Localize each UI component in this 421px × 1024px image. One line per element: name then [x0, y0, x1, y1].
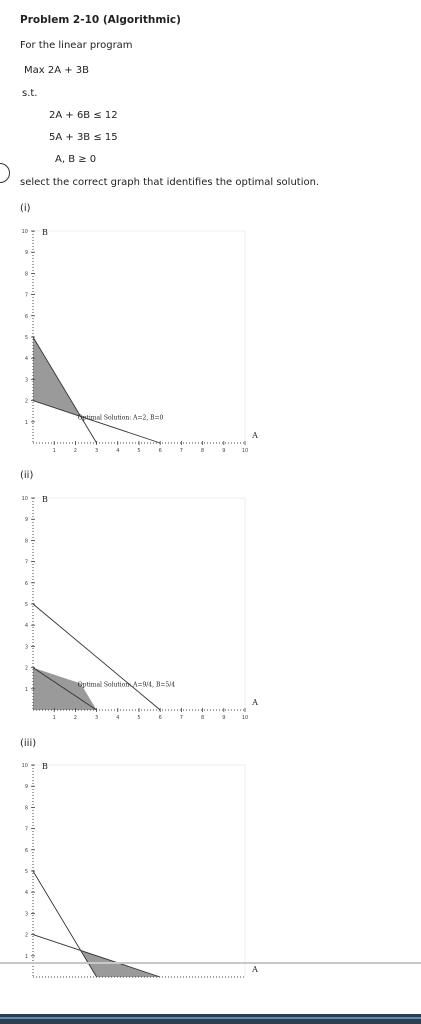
y-tick-label: 7 — [25, 293, 28, 299]
y-tick-label: 7 — [25, 827, 28, 833]
y-axis-label: B — [42, 495, 48, 504]
x-tick-label: 9 — [222, 448, 225, 454]
constraint-line-1 — [32, 336, 97, 444]
x-axis-label: A — [251, 431, 258, 440]
constraint-line-2 — [32, 667, 97, 711]
instruction-text: select the correct graph that identifies… — [20, 177, 320, 188]
graph-option-ii[interactable]: 1 2 3 4 5 6 7 8 9 10 1 2 3 4 5 6 7 8 9 10 B A Optimal Solution… — [0, 485, 260, 725]
y-tick-label: 10 — [22, 763, 28, 769]
x-tick-label: 3 — [95, 715, 98, 721]
constraint-line-2 — [32, 934, 161, 978]
y-tick-label: 3 — [25, 644, 28, 650]
y-tick-label: 1 — [25, 687, 28, 693]
intro-text: For the linear program — [20, 40, 133, 51]
x-tick-label: 7 — [180, 715, 183, 721]
option-label-i[interactable]: (i) — [20, 203, 31, 214]
optimal-solution-annotation: Optimal Solution: A=9/4, B=5/4 — [78, 682, 176, 689]
y-tick-label: 3 — [25, 911, 28, 917]
objective-text: Max 2A + 3B — [24, 65, 90, 76]
footer-bar — [0, 1014, 421, 1024]
x-tick-label: 10 — [242, 448, 248, 454]
x-tick-label: 6 — [159, 715, 162, 721]
optimal-solution-annotation: Optimal Solution: A=2, B=0 — [78, 415, 164, 422]
y-tick-label: 2 — [25, 933, 28, 939]
y-tick-label: 1 — [25, 954, 28, 960]
y-tick-label: 10 — [22, 229, 28, 235]
x-tick-label: 6 — [159, 448, 162, 454]
y-tick-label: 6 — [25, 314, 28, 320]
y-tick-label: 2 — [25, 399, 28, 405]
y-tick-label: 4 — [25, 890, 28, 896]
x-tick-label: 4 — [116, 715, 119, 721]
y-tick-label: 4 — [25, 623, 28, 629]
y-tick-label: 9 — [25, 784, 28, 790]
y-tick-label: 8 — [25, 538, 28, 544]
x-tick-label: 8 — [201, 448, 204, 454]
x-tick-label: 9 — [222, 715, 225, 721]
problem-title: Problem 2-10 (Algorithmic) — [20, 14, 181, 26]
x-tick-label: 5 — [137, 715, 140, 721]
constraint-line-2 — [32, 400, 161, 444]
x-tick-label: 5 — [137, 448, 140, 454]
y-tick-label: 9 — [25, 250, 28, 256]
y-tick-label: 3 — [25, 377, 28, 383]
y-tick-label: 5 — [25, 869, 28, 875]
x-tick-label: 4 — [116, 448, 119, 454]
x-tick-label: 2 — [74, 715, 77, 721]
y-axis-label: B — [42, 228, 48, 237]
x-tick-label: 8 — [201, 715, 204, 721]
x-tick-label: 2 — [74, 448, 77, 454]
x-tick-label: 1 — [53, 448, 56, 454]
graph-option-iii[interactable]: 1 2 3 4 5 6 7 8 9 10 B A — [0, 752, 260, 992]
constraint-line-1 — [32, 870, 97, 978]
option-label-iii[interactable]: (iii) — [20, 738, 37, 749]
y-axis-label: B — [42, 762, 48, 771]
x-tick-label: 7 — [180, 448, 183, 454]
x-axis-label: A — [251, 965, 258, 974]
constraint-2: 5A + 3B ≤ 15 — [49, 132, 118, 143]
y-tick-label: 8 — [25, 271, 28, 277]
content-cutoff-divider — [0, 962, 421, 964]
y-tick-label: 9 — [25, 517, 28, 523]
constraint-3: A, B ≥ 0 — [55, 154, 97, 165]
y-tick-label: 7 — [25, 560, 28, 566]
constraint-1: 2A + 6B ≤ 12 — [49, 110, 118, 121]
y-tick-label: 8 — [25, 805, 28, 811]
y-tick-label: 10 — [22, 496, 28, 502]
st-text: s.t. — [22, 88, 38, 99]
answer-radio-marker[interactable] — [0, 163, 10, 183]
option-label-ii[interactable]: (ii) — [20, 470, 34, 481]
y-tick-label: 6 — [25, 581, 28, 587]
y-tick-label: 1 — [25, 420, 28, 426]
y-tick-label: 2 — [25, 666, 28, 672]
x-tick-label: 3 — [95, 448, 98, 454]
y-tick-label: 4 — [25, 356, 28, 362]
y-tick-label: 6 — [25, 848, 28, 854]
x-axis-label: A — [251, 698, 258, 707]
graph-option-i[interactable]: 1 2 3 4 5 6 7 8 9 10 1 2 3 4 5 6 7 8 9 10 B A Optimal Solution… — [0, 218, 260, 458]
constraint-line-1 — [32, 603, 161, 711]
y-tick-label: 5 — [25, 602, 28, 608]
x-tick-label: 1 — [53, 715, 56, 721]
y-tick-label: 5 — [25, 335, 28, 341]
x-tick-label: 10 — [242, 715, 248, 721]
